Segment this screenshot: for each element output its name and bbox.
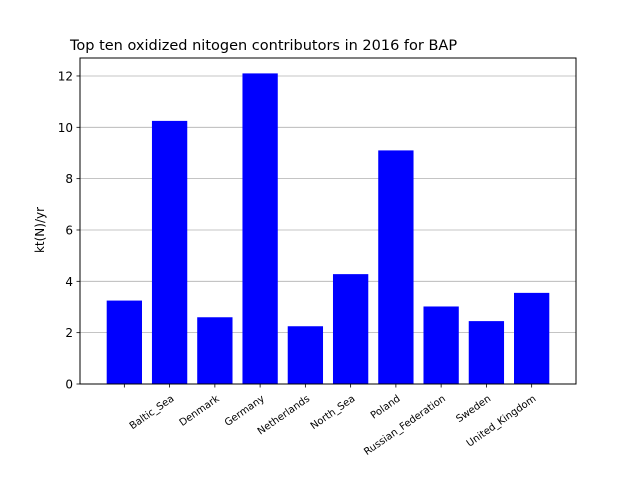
bar (242, 73, 278, 384)
y-tick-label: 0 (65, 378, 73, 392)
bar (106, 300, 142, 384)
x-tick-label: Russian_Federation (362, 393, 448, 458)
y-tick-label: 6 (65, 223, 73, 237)
labels: Top ten oxidized nitogen contributors in… (33, 38, 538, 458)
y-tick-label: 4 (65, 275, 73, 289)
y-tick-label: 2 (65, 326, 73, 340)
bar (332, 274, 369, 384)
x-tick-label: Sweden (454, 393, 493, 425)
y-tick-label: 12 (58, 69, 73, 83)
bar (151, 120, 188, 384)
bar (378, 150, 414, 384)
bar (468, 321, 505, 384)
bars (106, 73, 550, 384)
chart-title: Top ten oxidized nitogen contributors in… (69, 38, 457, 54)
bar (423, 306, 459, 384)
x-tick-label: Germany (223, 393, 267, 428)
x-tick-label: Baltic_Sea (128, 393, 177, 432)
plot-frame (79, 57, 577, 385)
x-tick-label: Poland (369, 393, 403, 421)
y-axis-label: kt(N)/yr (33, 207, 47, 253)
x-tick-label: Denmark (178, 393, 222, 428)
bar (514, 292, 550, 384)
bar (287, 326, 324, 384)
y-tick-label: 8 (65, 172, 73, 186)
axes (76, 57, 577, 388)
bar (197, 317, 233, 384)
y-tick-label: 10 (58, 121, 73, 135)
x-tick-label: North_Sea (309, 393, 358, 432)
